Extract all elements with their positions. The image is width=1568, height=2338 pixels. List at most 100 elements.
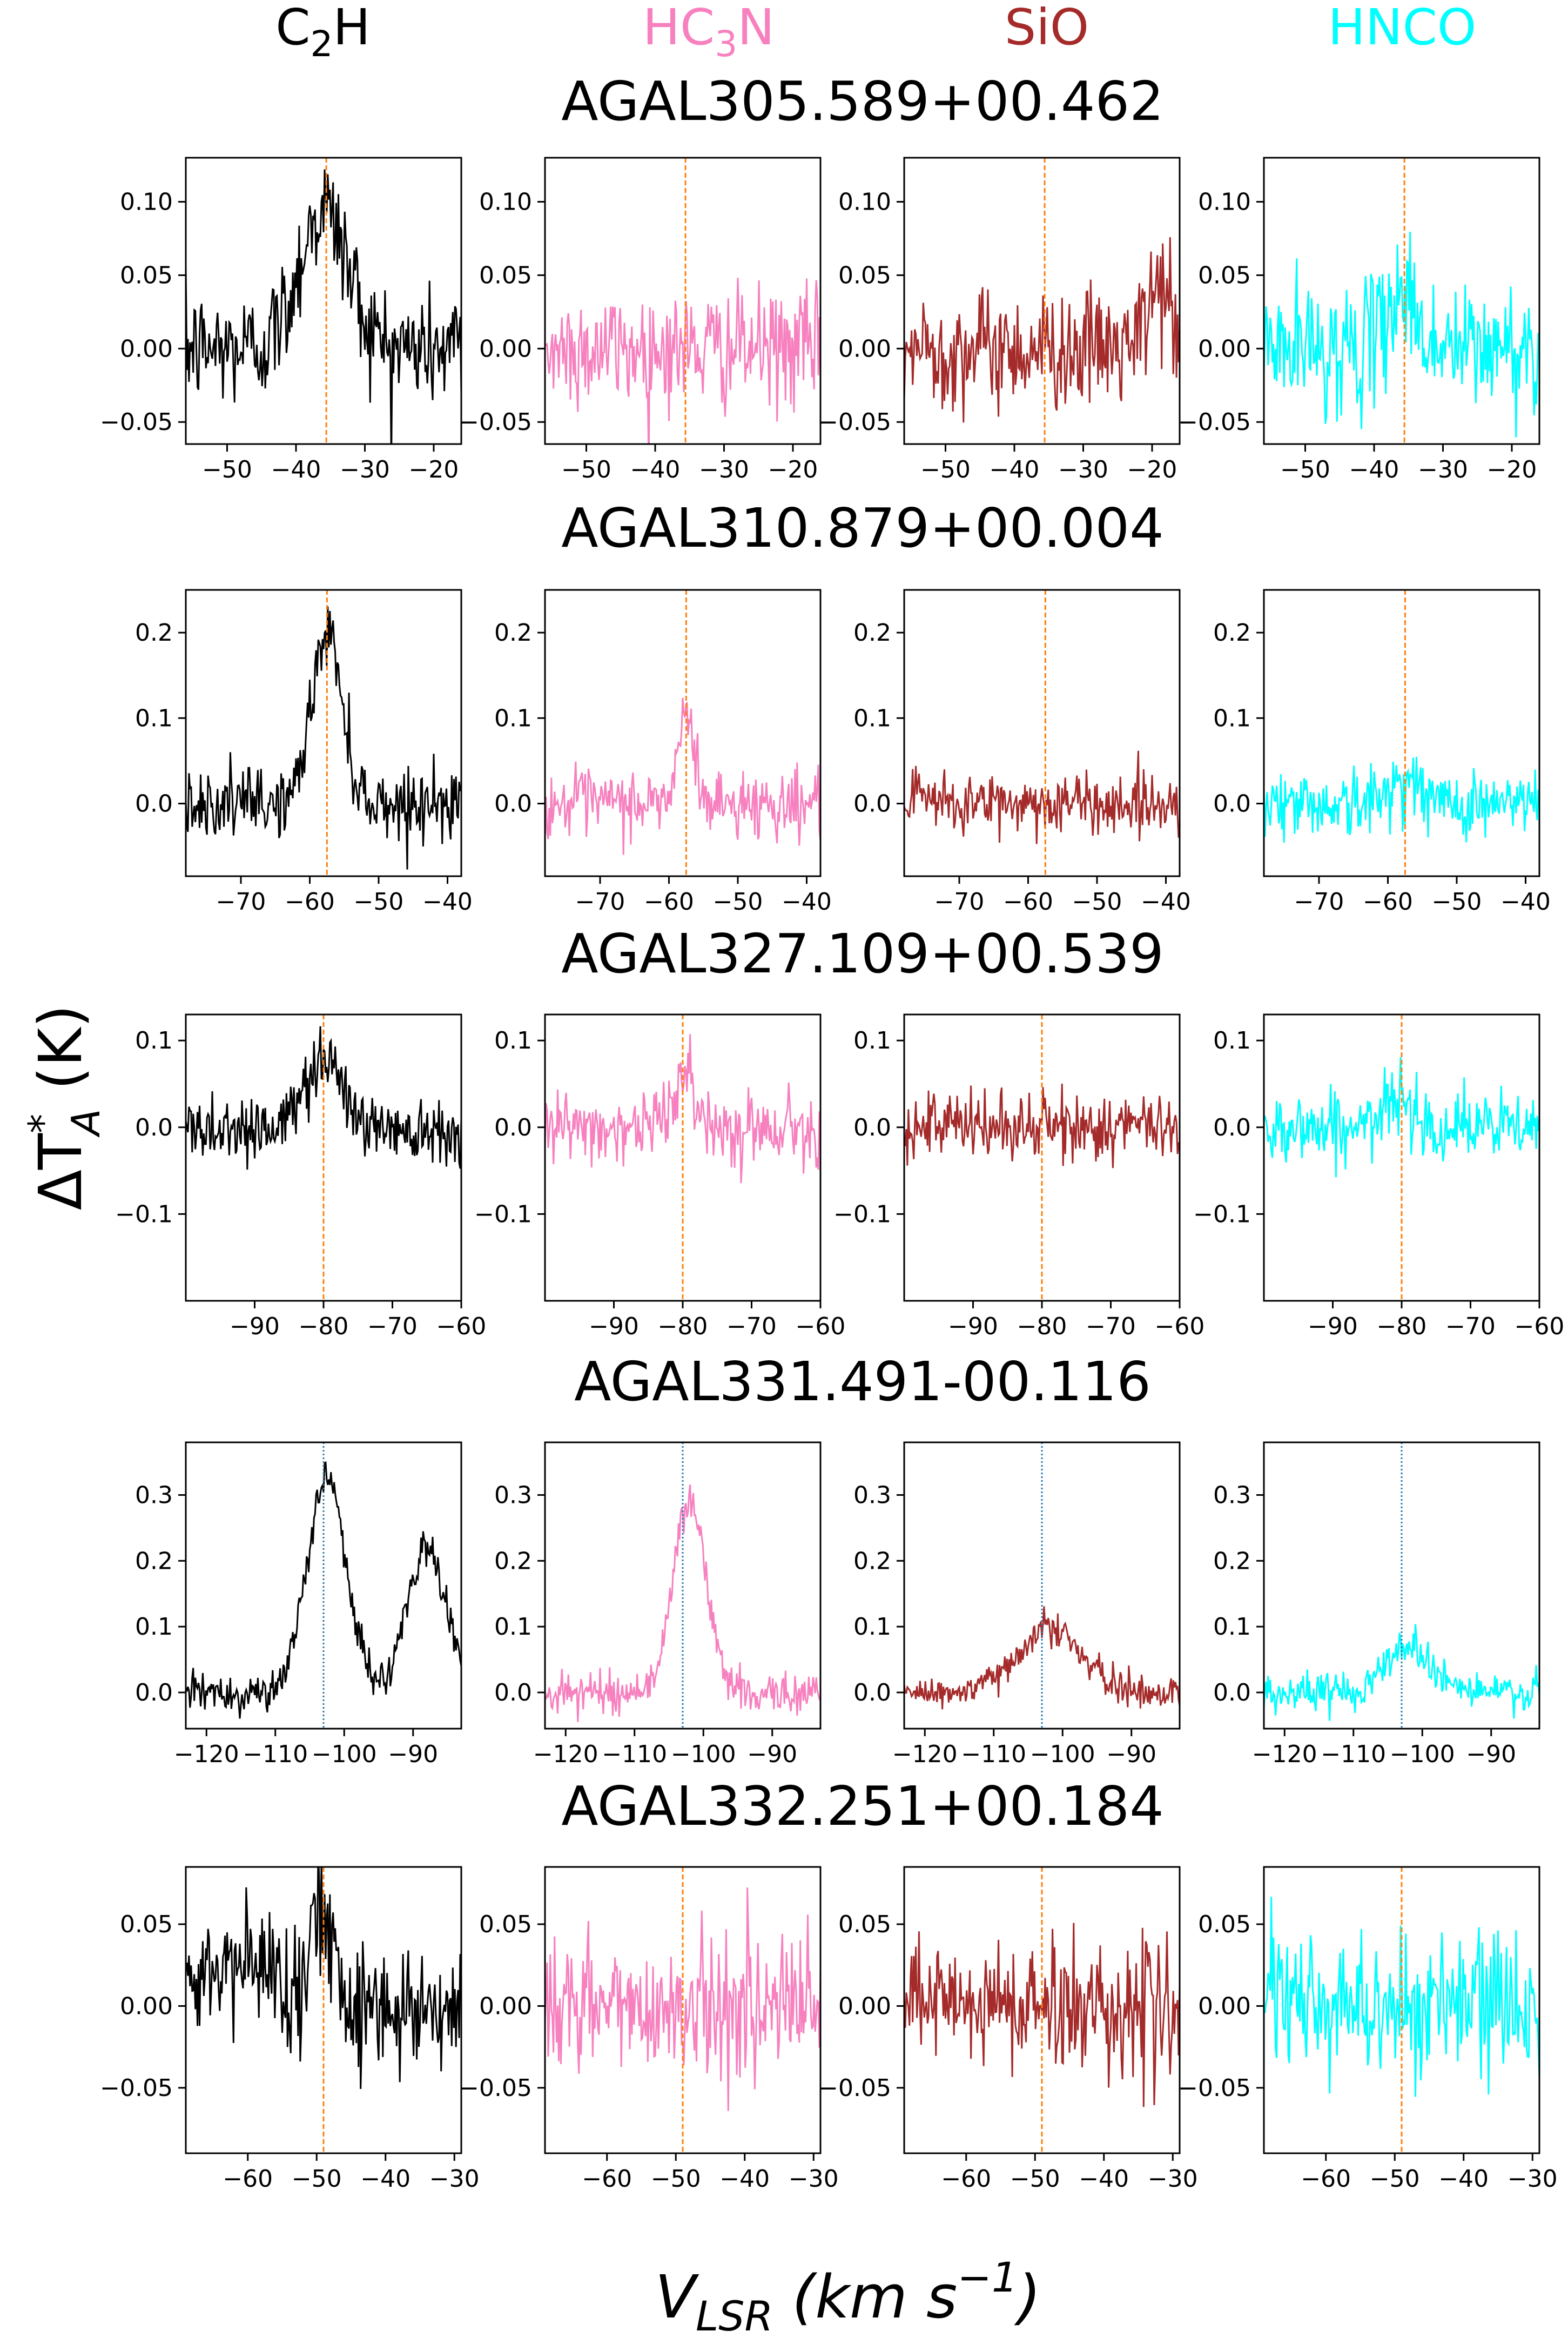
y-tick-label: 0.1 — [494, 1027, 532, 1054]
panel-c2h: −60 −50 −40 −30 −0.05 0.00 0.05 — [100, 1866, 480, 2193]
x-tick-label: −70 — [1445, 1313, 1496, 1340]
x-tick-label: −40 — [422, 888, 473, 916]
y-tick-label: 0.10 — [1198, 189, 1251, 216]
row-title: AGAL331.491-00.116 — [574, 1350, 1151, 1413]
x-tick-label: −80 — [1377, 1313, 1427, 1340]
panel-hnco: −90 −80 −70 −60 −0.1 0.0 0.1 — [1193, 1013, 1564, 1340]
x-tick-label: −120 — [174, 1741, 239, 1768]
panel-sio: −70 −60 −50 −40 0.0 0.1 0.2 — [853, 589, 1191, 916]
x-tick-label: −40 — [630, 456, 681, 483]
x-tick-label: −50 — [1280, 456, 1330, 483]
y-tick-label: 0.10 — [120, 189, 173, 216]
x-tick-label: −90 — [589, 1313, 639, 1340]
x-tick-label: −60 — [223, 2165, 273, 2193]
x-tick-label: −50 — [1010, 2165, 1060, 2193]
x-tick-label: −70 — [1294, 888, 1344, 916]
y-axis-label: ΔT*A (K) — [20, 1005, 109, 1211]
x-tick-label: −20 — [768, 456, 818, 483]
panel-c2h: −70 −60 −50 −40 0.0 0.1 0.2 — [135, 589, 473, 916]
panel-frame — [1263, 1866, 1540, 2154]
y-tick-label: 0.0 — [494, 790, 532, 818]
x-tick-label: −30 — [699, 456, 749, 483]
y-tick-label: 0.0 — [494, 1114, 532, 1141]
spectrum-line-hnco — [1264, 1624, 1539, 1721]
x-tick-label: −120 — [1252, 1741, 1317, 1768]
spectrum-line-hnco — [1264, 757, 1539, 843]
panel-sio: −50 −40 −30 −20 −0.05 0.00 0.05 0.10 — [818, 157, 1181, 483]
panel-frame — [903, 589, 1181, 877]
panel-hc3n: −120 −110 −100 −90 0.0 0.1 0.2 0.3 — [494, 1441, 822, 1768]
y-tick-label: 0.05 — [479, 261, 532, 289]
panel-frame — [544, 589, 822, 877]
panel-frame — [185, 1866, 462, 2154]
x-tick-label: −40 — [719, 2165, 770, 2193]
panel-frame — [1263, 157, 1540, 445]
y-tick-label: 0.00 — [1198, 1992, 1251, 2020]
x-tick-label: −30 — [429, 2165, 480, 2193]
panel-hnco: −50 −40 −30 −20 −0.05 0.00 0.05 0.10 — [1178, 157, 1540, 483]
x-tick-label: −60 — [941, 2165, 991, 2193]
x-tick-label: −50 — [1432, 888, 1482, 916]
y-tick-label: 0.1 — [1213, 1613, 1251, 1641]
row-title: AGAL310.879+00.004 — [561, 496, 1163, 560]
spectrum-line-hc3n — [545, 697, 820, 855]
column-header-text: C — [275, 0, 310, 56]
y-tick-label: 0.00 — [120, 1992, 173, 2020]
spectrum-line-c2h — [186, 606, 461, 870]
y-tick-label: 0.2 — [853, 619, 891, 647]
panel-sio: −120 −110 −100 −90 0.0 0.1 0.2 0.3 — [853, 1441, 1181, 1768]
x-tick-label: −110 — [602, 1741, 667, 1768]
x-tick-label: −50 — [354, 888, 404, 916]
x-tick-label: −60 — [644, 888, 694, 916]
y-tick-label: 0.05 — [1198, 1911, 1251, 1938]
y-tick-label: 0.0 — [853, 1114, 891, 1141]
y-tick-label: −0.05 — [1178, 2074, 1251, 2102]
x-tick-label: −110 — [961, 1741, 1026, 1768]
x-axis-label-superscript: −1 — [957, 2253, 1018, 2301]
x-tick-label: −40 — [1141, 888, 1191, 916]
x-tick-label: −30 — [789, 2165, 839, 2193]
y-tick-label: 0.2 — [494, 619, 532, 647]
x-tick-label: −50 — [561, 456, 611, 483]
x-tick-label: −60 — [1155, 1313, 1205, 1340]
x-tick-label: −30 — [1418, 456, 1468, 483]
panel-hc3n: −70 −60 −50 −40 0.0 0.1 0.2 — [494, 589, 832, 916]
x-tick-label: −90 — [388, 1741, 438, 1768]
panel-sio: −90 −80 −70 −60 −0.1 0.0 0.1 — [833, 1013, 1205, 1340]
panel-c2h: −90 −80 −70 −60 −0.1 0.0 0.1 — [115, 1013, 486, 1340]
x-tick-label: −80 — [1017, 1313, 1067, 1340]
y-tick-label: −0.05 — [818, 2074, 891, 2102]
x-tick-label: −100 — [312, 1741, 377, 1768]
x-tick-label: −50 — [1072, 888, 1122, 916]
panel-frame — [1263, 1441, 1540, 1730]
x-tick-label: −40 — [271, 456, 321, 483]
column-header-hc3n: HC3N — [643, 0, 775, 65]
column-header-text: HC — [643, 0, 715, 56]
y-tick-label: −0.05 — [818, 408, 891, 436]
y-tick-label: 0.05 — [1198, 261, 1251, 289]
row-title: AGAL332.251+00.184 — [561, 1775, 1163, 1838]
y-tick-label: 0.00 — [838, 335, 891, 362]
column-header-subscript: 3 — [715, 23, 737, 65]
y-tick-label: 0.2 — [853, 1547, 891, 1575]
row-agal310-879-00-004: AGAL310.879+00.004−70 −60 −50 −400.00.10.2−… — [135, 496, 1551, 916]
x-tick-label: −120 — [533, 1741, 598, 1768]
x-tick-label: −20 — [1127, 456, 1177, 483]
x-tick-label: −100 — [671, 1741, 736, 1768]
y-tick-label: −0.1 — [833, 1200, 891, 1228]
spectrum-line-sio — [904, 1923, 1180, 2107]
y-tick-label: 0.2 — [1213, 619, 1251, 647]
y-tick-label: 0.0 — [853, 790, 891, 818]
x-tick-label: −100 — [1390, 1741, 1455, 1768]
column-header-c2h: C2H — [275, 0, 370, 65]
column-header-sio: SiO — [1005, 0, 1089, 56]
x-tick-label: −30 — [1058, 456, 1108, 483]
panel-frame — [544, 157, 822, 445]
y-tick-label: 0.3 — [1213, 1481, 1251, 1509]
y-tick-label: −0.05 — [100, 2074, 173, 2102]
y-axis-label-superscript: * — [20, 1114, 65, 1133]
x-tick-label: −50 — [651, 2165, 701, 2193]
y-tick-label: 0.10 — [838, 189, 891, 216]
y-tick-label: 0.0 — [853, 1679, 891, 1707]
y-tick-label: −0.1 — [115, 1200, 173, 1228]
